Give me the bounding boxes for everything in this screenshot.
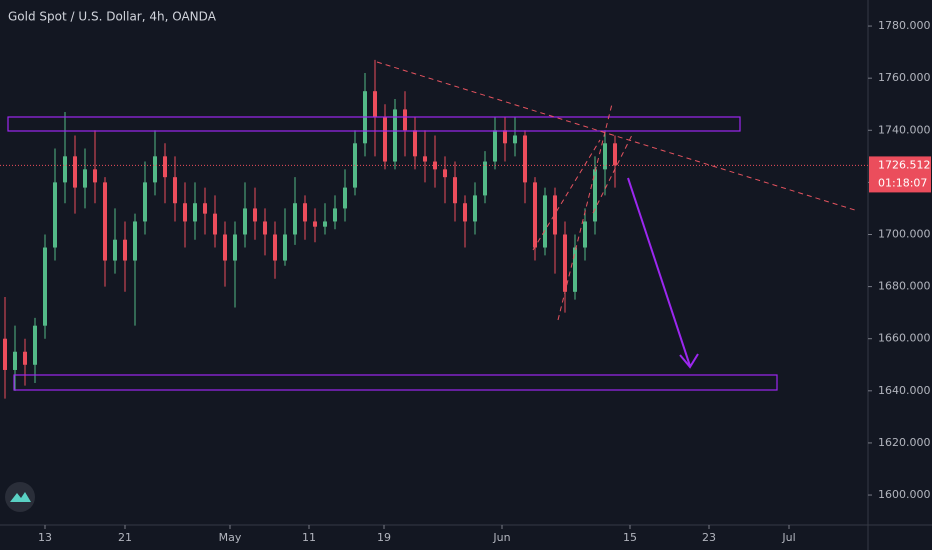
candle-body [93,169,97,183]
logo[interactable] [5,482,35,512]
last-price-box [869,156,931,193]
candle-body [263,221,267,235]
x-tick-label: 15 [623,531,637,544]
candle-body [243,208,247,235]
candle-body [13,351,17,370]
chart-title: Gold Spot / U.S. Dollar, 4h, OANDA [8,10,217,24]
series [3,59,617,399]
x-tick-label: 21 [118,531,132,544]
candle-body [3,338,7,370]
candle-body [153,156,157,183]
x-tick-label: 13 [38,531,52,544]
candle-body [43,247,47,326]
y-tick-label: 1660.000 [878,332,931,345]
candle-body [143,182,147,222]
x-tick-label: May [219,531,242,544]
y-tick-label: 1700.000 [878,227,931,240]
candle-body [443,169,447,178]
trendline [376,61,859,212]
candle-body [173,177,177,204]
candle-body [63,156,67,183]
candle-body [183,203,187,222]
candle-body [33,325,37,365]
candle-body [313,221,317,227]
candle-body [193,203,197,222]
candle-body [233,234,237,261]
candle-body [23,351,27,365]
candle-body [513,135,517,144]
arrow-head [679,353,699,369]
y-tick-label: 1640.000 [878,384,931,397]
candle-body [403,109,407,131]
x-tick-label: 19 [377,531,391,544]
x-tick-label: 23 [702,531,716,544]
candle-body [53,182,57,248]
candle-body [483,161,487,196]
candle-body [493,130,497,162]
candle-body [213,213,217,235]
channel-line [557,103,613,321]
x-tick-label: Jun [492,531,510,544]
channel-line [532,139,601,251]
candle-body [553,195,557,235]
resistance-zone [7,116,741,132]
candle-body [593,169,597,222]
candle-body [163,156,167,178]
candle-body [473,195,477,222]
candle-body [423,156,427,162]
candle-body [273,234,277,261]
x-tick-label: 11 [302,531,316,544]
candle-body [413,130,417,157]
candle-body [133,221,137,261]
y-tick-label: 1760.000 [878,71,931,84]
candle-body [73,156,77,188]
candle-body [573,247,577,292]
candle-body [583,221,587,248]
candle-body [463,203,467,222]
candle-body [323,221,327,227]
candle-body [343,187,347,209]
candle-body [373,91,377,118]
candle-body [393,109,397,162]
candle-body [333,208,337,222]
y-tick-label: 1600.000 [878,488,931,501]
support-zone [13,374,778,391]
candle-body [613,143,617,166]
candle-body [123,239,127,261]
candle-body [563,234,567,292]
y-tick-label: 1680.000 [878,280,931,293]
candle-body [253,208,257,222]
candle-body [83,169,87,188]
candle-body [383,117,387,162]
y-tick-label: 1780.000 [878,19,931,32]
y-tick-label: 1620.000 [878,436,931,449]
candle-body [603,143,607,170]
candle-body [453,177,457,204]
x-tick-label: Jul [781,531,795,544]
candle-body [503,130,507,144]
candle-body [293,203,297,235]
logo-icon [10,492,31,502]
candle-body [543,195,547,248]
candle-body [303,203,307,222]
drawings [7,61,859,391]
y-tick-label: 1740.000 [878,123,931,136]
arrow [627,177,691,367]
candle-body [103,182,107,261]
last-price-label: 1726.512 [878,158,931,171]
candle-body [533,182,537,248]
candle-body [523,135,527,183]
candle-body [223,234,227,261]
countdown-label: 01:18:07 [878,176,927,189]
candle-body [283,234,287,261]
candle-body [113,239,117,261]
channel-line [592,134,633,214]
candle-body [203,203,207,214]
